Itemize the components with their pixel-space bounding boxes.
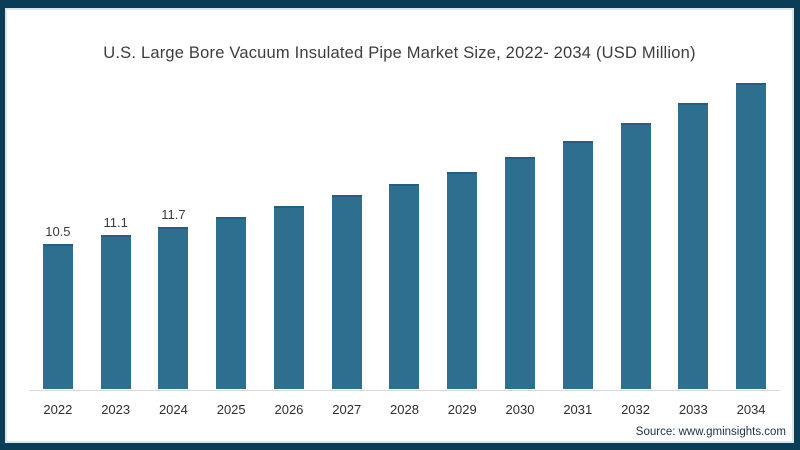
x-axis-labels: 2022 2023 2024 2025 2026 2027 2028 2029 2030 2031… — [29, 402, 780, 417]
x-tick-label-2024: 2024 — [158, 402, 188, 417]
bar-2026[interactable] — [273, 206, 304, 389]
bar-slot-2025 — [202, 217, 260, 389]
value-label-2023: 11.1 — [103, 215, 128, 230]
x-tick-label-2033: 2033 — [678, 402, 708, 417]
x-tick-label-2025: 2025 — [216, 402, 246, 417]
bar-slot-2034 — [722, 83, 780, 389]
bar-2027[interactable] — [331, 195, 362, 389]
bar-2022[interactable] — [42, 244, 73, 389]
x-tick-label-2028: 2028 — [390, 402, 419, 417]
bar-2029[interactable] — [447, 172, 478, 389]
bar-2024[interactable] — [158, 227, 189, 389]
bar-slot-2029 — [433, 172, 491, 389]
bar-slot-2022: 10.5 — [29, 224, 87, 389]
value-label-2024: 11.7 — [161, 207, 186, 222]
bar-slot-2028 — [376, 184, 434, 389]
bar-slot-2030 — [491, 157, 549, 389]
x-tick-label-2023: 2023 — [101, 402, 131, 417]
x-tick-label-2026: 2026 — [274, 402, 304, 417]
bar-2030[interactable] — [505, 157, 535, 389]
source-attribution: Source: www.gminsights.com — [635, 426, 786, 438]
x-axis-line — [29, 390, 780, 391]
bar-slot-2031 — [549, 141, 607, 389]
bar-slot-2033 — [664, 103, 722, 389]
bar-2028[interactable] — [389, 184, 420, 389]
x-tick-label-2030: 2030 — [505, 402, 535, 417]
bar-2034[interactable] — [736, 83, 767, 389]
bar-2023[interactable] — [100, 235, 131, 389]
x-tick-label-2031: 2031 — [563, 402, 593, 417]
value-label-2022: 10.5 — [45, 224, 71, 239]
bar-slot-2026 — [260, 206, 318, 389]
bar-slot-2027 — [318, 195, 376, 389]
bar-2025[interactable] — [216, 217, 247, 389]
x-tick-label-2032: 2032 — [621, 402, 650, 417]
bar-2032[interactable] — [620, 123, 651, 389]
bar-2031[interactable] — [562, 141, 593, 389]
bar-slot-2023: 11.1 — [87, 215, 145, 389]
bar-chart-plot-area: 10.5 11.1 11.7 — [29, 57, 780, 389]
bar-slot-2024: 11.7 — [145, 207, 203, 389]
x-tick-label-2029: 2029 — [447, 402, 477, 417]
x-tick-label-2034: 2034 — [736, 402, 766, 417]
bar-slot-2032 — [607, 123, 665, 389]
chart-title: U.S. Large Bore Vacuum Insulated Pipe Ma… — [103, 44, 696, 62]
x-tick-label-2027: 2027 — [332, 402, 362, 417]
bar-2033[interactable] — [678, 103, 709, 389]
x-tick-label-2022: 2022 — [43, 402, 73, 417]
